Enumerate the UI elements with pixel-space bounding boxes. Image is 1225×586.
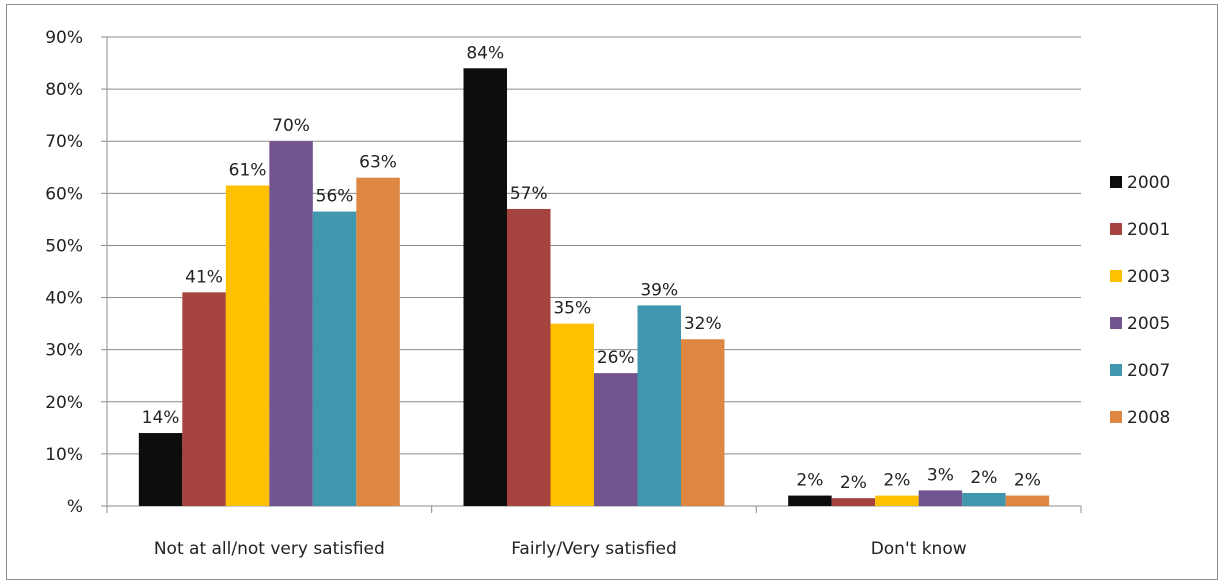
- y-tick-label: 70%: [45, 132, 83, 152]
- bar-2000: [138, 433, 183, 506]
- data-label: 2%: [883, 471, 910, 491]
- bar-2007: [637, 305, 681, 506]
- legend-swatch-2007: [1110, 364, 1122, 376]
- bar-chart: % 10% 20% 30% 40% 50% 60% 70% 80% 90% 14% 41% 61% 70…: [45, 28, 1170, 559]
- data-label: 2%: [840, 473, 867, 493]
- legend: 2000 2001 2003 2005 2007 2008: [1110, 173, 1170, 428]
- bar-2008: [681, 339, 725, 506]
- data-label: 61%: [229, 161, 267, 181]
- data-label: 2%: [796, 471, 823, 491]
- bar-2001: [182, 292, 226, 506]
- bar-2003: [875, 495, 919, 506]
- data-label: 32%: [684, 314, 722, 334]
- data-label: 56%: [316, 187, 354, 207]
- data-label: 84%: [466, 43, 504, 63]
- data-label: 70%: [272, 116, 310, 136]
- y-tick-label: 90%: [45, 28, 83, 48]
- y-tick-label: %: [67, 497, 83, 517]
- legend-label: 2003: [1127, 267, 1170, 287]
- y-tick-label: 10%: [45, 445, 83, 465]
- bar-2005: [269, 141, 313, 506]
- bar-2000: [788, 495, 832, 506]
- y-tick-label: 40%: [45, 289, 83, 309]
- data-label: 57%: [510, 184, 548, 204]
- x-axis: Not at all/not very satisfied Fairly/Very…: [106, 506, 1082, 559]
- legend-label: 2001: [1127, 220, 1170, 240]
- bar-2005: [594, 373, 638, 506]
- data-label: 39%: [640, 280, 678, 300]
- legend-swatch-2008: [1110, 411, 1122, 423]
- bars: [138, 68, 1050, 507]
- data-labels: 14% 41% 61% 70% 56%63% 84% 57% 35% 26% 39% 32% 2% 2%…: [142, 43, 1041, 493]
- y-tick-label: 60%: [45, 184, 83, 204]
- data-label: 41%: [185, 267, 223, 287]
- legend-label: 2000: [1127, 173, 1170, 193]
- data-label: 35%: [553, 299, 591, 319]
- bar-2007: [962, 492, 1006, 506]
- y-axis-tick-labels: % 10% 20% 30% 40% 50% 60% 70% 80% 90%: [45, 28, 83, 517]
- bar-2007: [312, 211, 357, 507]
- x-category-label: Don't know: [871, 539, 967, 559]
- data-label: 2%: [1014, 471, 1041, 491]
- x-category-label: Not at all/not very satisfied: [154, 539, 385, 559]
- data-label: 2%: [970, 468, 997, 488]
- bar-2001: [507, 208, 551, 506]
- chart-frame: % 10% 20% 30% 40% 50% 60% 70% 80% 90% 14% 41% 61% 70…: [6, 4, 1218, 580]
- data-label: 14%: [142, 408, 180, 428]
- legend-swatch-2001: [1110, 223, 1122, 235]
- y-tick-label: 20%: [45, 393, 83, 413]
- bar-2005: [918, 490, 963, 506]
- y-tick-label: 50%: [45, 236, 83, 256]
- data-label: 26%: [597, 348, 635, 368]
- legend-label: 2005: [1127, 314, 1170, 334]
- bar-2008: [1005, 495, 1050, 506]
- bar-2008: [356, 177, 400, 506]
- x-category-label: Fairly/Very satisfied: [511, 539, 677, 559]
- y-tick-label: 30%: [45, 341, 83, 361]
- bar-2001: [831, 498, 876, 506]
- y-tick-label: 80%: [45, 80, 83, 100]
- data-label: 3%: [927, 465, 954, 485]
- legend-label: 2008: [1127, 408, 1170, 428]
- data-label: 63%: [359, 153, 397, 173]
- legend-swatch-2005: [1110, 317, 1122, 329]
- bar-2003: [550, 323, 594, 506]
- bar-2000: [463, 68, 507, 506]
- legend-swatch-2003: [1110, 270, 1122, 282]
- legend-label: 2007: [1127, 361, 1170, 381]
- legend-swatch-2000: [1110, 176, 1122, 188]
- bar-2003: [225, 185, 270, 506]
